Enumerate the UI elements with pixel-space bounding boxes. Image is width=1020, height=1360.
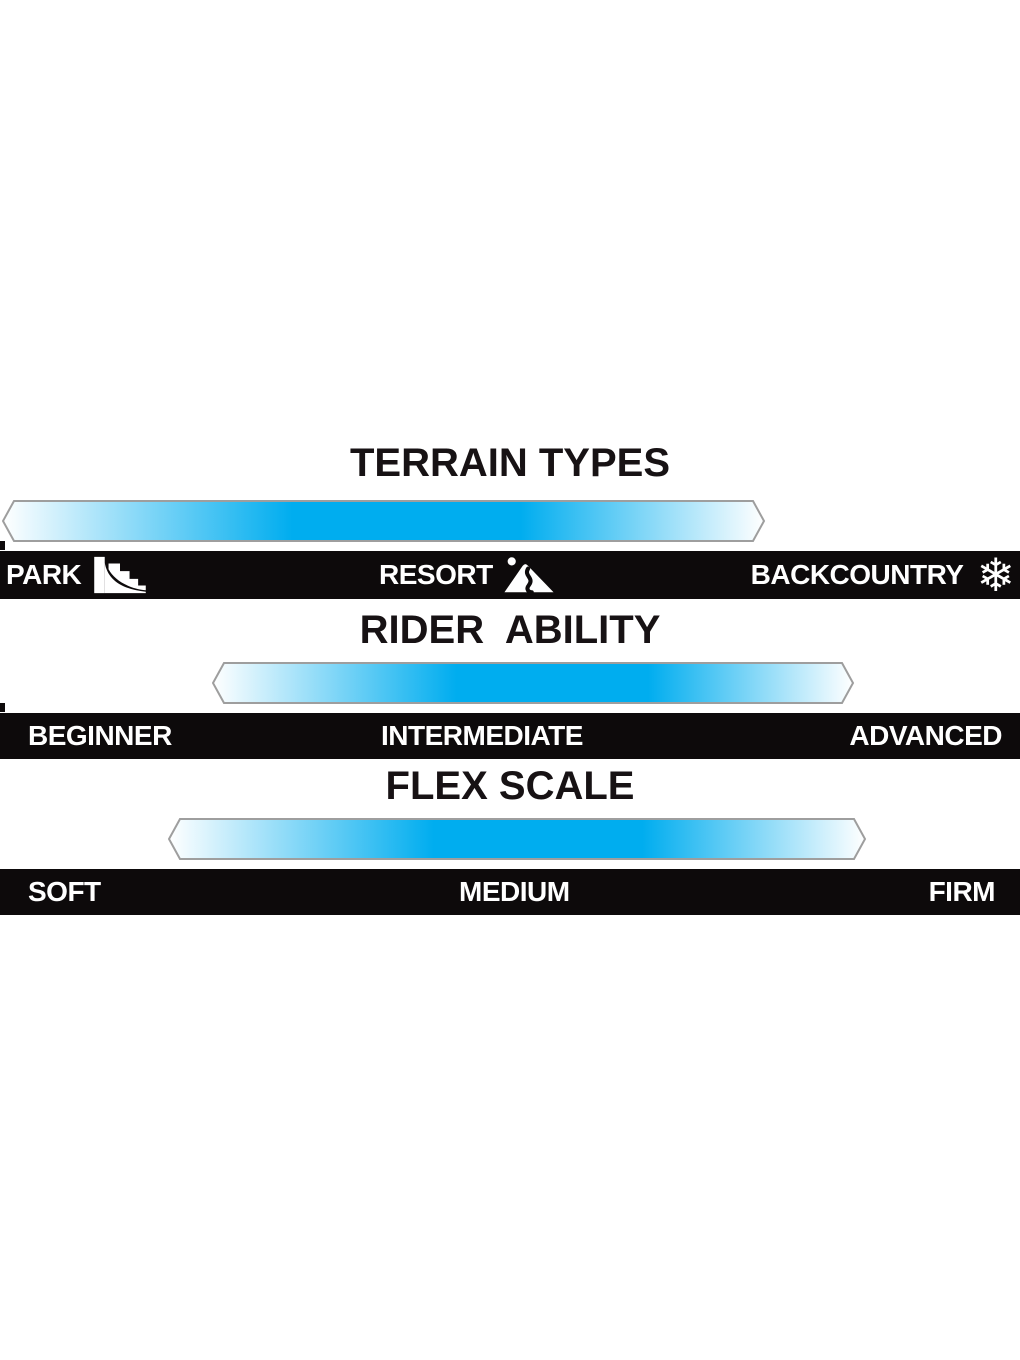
scale-item-park: PARK <box>6 551 149 599</box>
intermediate-label: INTERMEDIATE <box>381 720 583 751</box>
mountain-icon <box>504 557 554 595</box>
scale-item-backcountry: BACKCOUNTRY ❄ <box>751 551 1015 599</box>
beginner-label: BEGINNER <box>28 720 172 751</box>
section-title-terrain-types: TERRAIN TYPES <box>349 441 671 485</box>
section-title-flex-scale: FLEX SCALE <box>385 764 635 808</box>
soft-label: SOFT <box>28 876 101 907</box>
terrain-scale-band: PARK RESORT BACKCOUNTRY ❄ <box>0 551 1020 599</box>
bleed-mark <box>0 703 5 712</box>
scale-item-intermediate: INTERMEDIATE <box>381 713 583 759</box>
firm-label: FIRM <box>928 876 996 907</box>
stairs-icon <box>94 556 147 594</box>
scale-item-soft: SOFT <box>28 869 101 915</box>
ability-range-bar <box>212 662 855 704</box>
park-label: PARK <box>6 559 82 590</box>
bleed-mark <box>0 541 5 550</box>
scale-item-advanced: ADVANCED <box>849 713 1002 759</box>
ability-scale-band: BEGINNER INTERMEDIATE ADVANCED <box>0 713 1020 759</box>
snowflake-icon: ❄ <box>976 548 1015 602</box>
backcountry-label: BACKCOUNTRY <box>750 559 964 590</box>
advanced-label: ADVANCED <box>849 720 1002 751</box>
terrain-range-bar <box>2 500 766 542</box>
flex-range-bar <box>168 818 867 860</box>
scale-item-beginner: BEGINNER <box>28 713 172 759</box>
scale-item-resort: RESORT <box>379 551 555 599</box>
flex-scale-band: SOFT MEDIUM FIRM <box>0 869 1020 915</box>
medium-label: MEDIUM <box>459 876 570 907</box>
scale-item-firm: FIRM <box>928 869 996 915</box>
section-title-rider-ability: RIDER ABILITY <box>359 608 661 652</box>
resort-label: RESORT <box>379 559 493 590</box>
scale-item-medium: MEDIUM <box>459 869 570 915</box>
